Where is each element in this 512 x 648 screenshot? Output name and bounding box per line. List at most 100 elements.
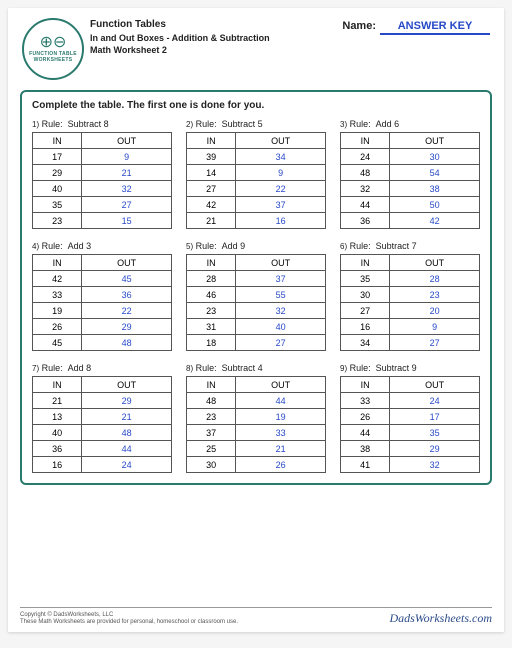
in-cell: 32 [341,181,390,197]
in-cell: 33 [33,287,82,303]
in-cell: 23 [187,409,236,425]
title-sub: In and Out Boxes - Addition & Subtractio… [90,32,336,44]
out-cell: 50 [390,197,480,213]
out-cell: 19 [236,409,326,425]
function-table: 9) Rule: Subtract 9INOUT3324261744353829… [340,363,480,473]
out-cell: 48 [82,425,172,441]
out-cell: 32 [236,303,326,319]
in-cell: 42 [187,197,236,213]
in-cell: 35 [33,197,82,213]
rule-label: 3) Rule: Add 6 [340,119,480,129]
in-out-table: INOUT3528302327201693427 [340,254,480,351]
in-cell: 40 [33,425,82,441]
out-cell: 16 [236,213,326,229]
out-cell: 28 [390,271,480,287]
table-row: 4032 [33,181,172,197]
in-cell: 30 [187,457,236,473]
name-value: ANSWER KEY [380,20,490,35]
col-in: IN [341,133,390,149]
table-row: 2722 [187,181,326,197]
badge-text2: WORKSHEETS [34,57,73,63]
out-cell: 36 [82,287,172,303]
col-out: OUT [236,377,326,393]
table-row: 2521 [187,441,326,457]
in-cell: 44 [341,197,390,213]
in-cell: 30 [341,287,390,303]
table-row: 4854 [341,165,480,181]
in-cell: 25 [187,441,236,457]
table-row: 2921 [33,165,172,181]
rule-label: 1) Rule: Subtract 8 [32,119,172,129]
table-row: 1827 [187,335,326,351]
col-in: IN [187,377,236,393]
out-cell: 33 [236,425,326,441]
in-out-table: INOUT28374655233231401827 [186,254,326,351]
out-cell: 45 [82,271,172,287]
in-out-table: INOUT21291321404836441624 [32,376,172,473]
function-table: 5) Rule: Add 9INOUT28374655233231401827 [186,241,326,351]
in-cell: 48 [187,393,236,409]
col-in: IN [341,377,390,393]
col-in: IN [33,255,82,271]
header: ⊕⊖ FUNCTION TABLE WORKSHEETS Function Ta… [8,8,504,84]
in-cell: 26 [33,319,82,335]
out-cell: 29 [82,393,172,409]
content-box: Complete the table. The first one is don… [20,90,492,485]
function-table: 7) Rule: Add 8INOUT21291321404836441624 [32,363,172,473]
instruction: Complete the table. The first one is don… [32,100,480,111]
table-row: 2129 [33,393,172,409]
table-row: 2617 [341,409,480,425]
in-cell: 16 [33,457,82,473]
badge-icon: ⊕⊖ FUNCTION TABLE WORKSHEETS [22,18,84,80]
in-cell: 37 [187,425,236,441]
table-row: 3023 [341,287,480,303]
in-cell: 26 [341,409,390,425]
in-cell: 24 [341,149,390,165]
col-out: OUT [82,133,172,149]
in-cell: 38 [341,441,390,457]
col-in: IN [341,255,390,271]
table-row: 3934 [187,149,326,165]
out-cell: 20 [390,303,480,319]
out-cell: 55 [236,287,326,303]
table-row: 2837 [187,271,326,287]
col-out: OUT [390,133,480,149]
out-cell: 37 [236,271,326,287]
in-cell: 39 [187,149,236,165]
table-row: 3642 [341,213,480,229]
table-row: 1321 [33,409,172,425]
out-cell: 30 [390,149,480,165]
in-cell: 40 [33,181,82,197]
out-cell: 21 [82,165,172,181]
name-label: Name: [342,20,376,32]
table-row: 179 [33,149,172,165]
table-row: 2720 [341,303,480,319]
header-titles: Function Tables In and Out Boxes - Addit… [90,18,336,56]
in-cell: 31 [187,319,236,335]
out-cell: 27 [82,197,172,213]
out-cell: 26 [236,457,326,473]
tables-grid: 1) Rule: Subtract 8INOUT1792921403235272… [32,119,480,473]
col-out: OUT [82,377,172,393]
table-row: 4450 [341,197,480,213]
out-cell: 37 [236,197,326,213]
in-cell: 46 [187,287,236,303]
in-cell: 23 [33,213,82,229]
table-row: 4655 [187,287,326,303]
rule-label: 4) Rule: Add 3 [32,241,172,251]
table-row: 4435 [341,425,480,441]
title-main: Function Tables [90,18,336,32]
out-cell: 32 [82,181,172,197]
function-table: 2) Rule: Subtract 5INOUT3934149272242372… [186,119,326,229]
in-cell: 36 [341,213,390,229]
out-cell: 35 [390,425,480,441]
table-row: 3324 [341,393,480,409]
in-cell: 35 [341,271,390,287]
col-out: OUT [390,255,480,271]
in-cell: 13 [33,409,82,425]
in-cell: 17 [33,149,82,165]
worksheet-sheet: ⊕⊖ FUNCTION TABLE WORKSHEETS Function Ta… [8,8,504,632]
table-row: 2629 [33,319,172,335]
footer-left: Copyright © DadsWorksheets, LLC These Ma… [20,612,238,626]
out-cell: 40 [236,319,326,335]
